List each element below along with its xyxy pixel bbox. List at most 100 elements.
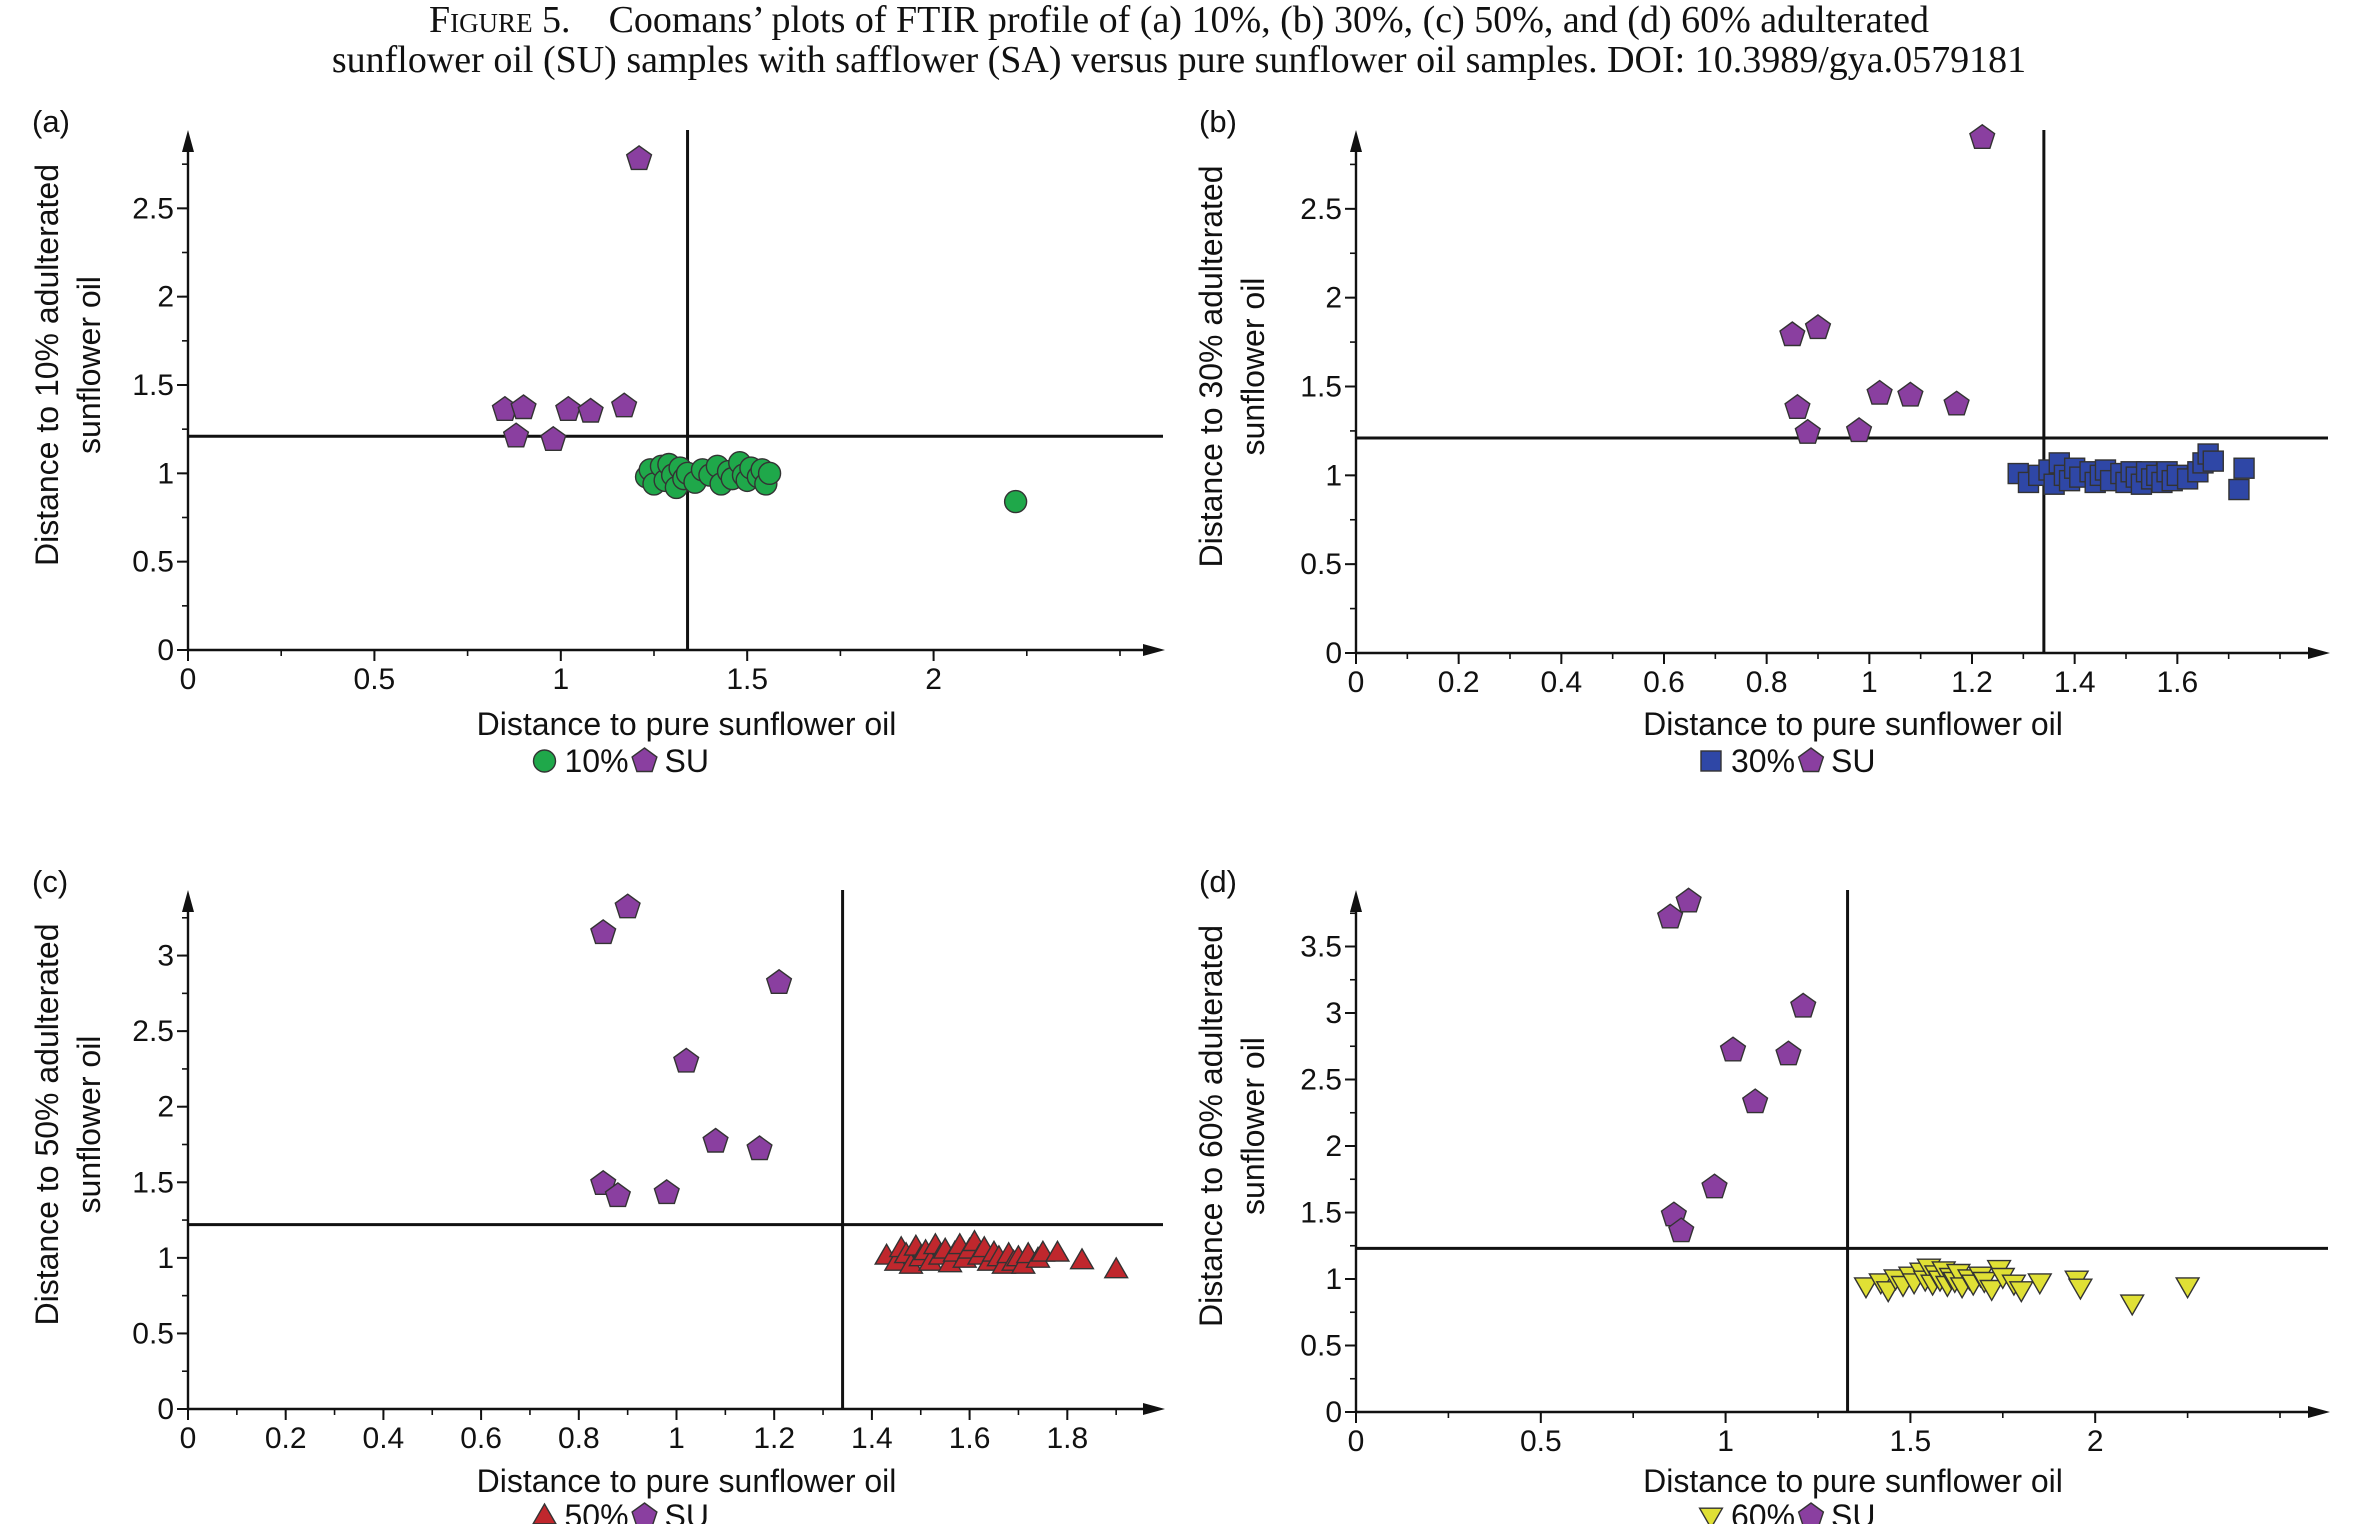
data-point-su <box>1790 992 1817 1018</box>
y-tick-label: 1.5 <box>132 369 174 402</box>
caption-line-1: Coomans’ plots of FTIR profile of (a) 10… <box>608 0 1930 41</box>
y-axis-title-line-1: Distance to 30% adulterated <box>1193 165 1229 567</box>
x-tick-label: 0 <box>180 1422 197 1455</box>
x-tick-label: 0.6 <box>460 1422 502 1455</box>
y-tick-label: 1.5 <box>1300 371 1342 404</box>
y-tick-label: 1.5 <box>132 1166 174 1199</box>
data-point-60pct <box>2008 1281 2034 1304</box>
x-tick-label: 1 <box>668 1422 685 1455</box>
data-point-su <box>1741 1088 1769 1114</box>
data-point-30pct <box>2228 478 2250 501</box>
data-point-50pct <box>1103 1256 1129 1279</box>
y-tick-label: 2 <box>1325 282 1342 315</box>
y-axis-arrow-icon <box>1350 890 1362 912</box>
legend-marker-su <box>1797 1502 1825 1524</box>
coomans-plot-c: (c) 0 0.2 0.4 0.6 0.8 1 1.2 1.4 1.6 1.8 0 0.5 1 1.5 2 2.… <box>29 864 1165 1524</box>
y-tick-label: 0 <box>1325 1396 1342 1429</box>
data-point-su <box>1969 123 1996 150</box>
legend-label: SU <box>665 1498 709 1524</box>
legend-marker-10pct <box>532 749 557 773</box>
data-point-su <box>1701 1173 1728 1199</box>
x-axis-arrow-icon <box>1143 644 1165 656</box>
y-tick-label: 3.5 <box>1300 931 1342 964</box>
legend-marker-60pct <box>1698 1507 1724 1524</box>
x-tick-label: 1.5 <box>726 663 768 696</box>
data-point-su <box>653 1179 680 1205</box>
data-point-su <box>1897 381 1924 407</box>
y-tick-label: 1 <box>1325 1263 1342 1296</box>
data-point-su <box>614 893 641 919</box>
legend-marker-su <box>1797 747 1825 773</box>
x-tick-label: 1.5 <box>1890 1425 1932 1458</box>
x-tick-label: 0.6 <box>1643 666 1685 699</box>
x-tick-label: 0.2 <box>1438 666 1480 699</box>
data-point-su <box>1866 379 1893 405</box>
data-point-60pct <box>2174 1277 2201 1300</box>
y-tick-label: 3 <box>157 940 174 973</box>
x-tick-label: 1.2 <box>1951 666 1993 699</box>
legend-label: SU <box>1831 1498 1875 1524</box>
y-axis-title-line-2: sunflower oil <box>1235 278 1271 456</box>
caption-label: Figure 5. <box>428 0 571 41</box>
x-tick-label: 1 <box>1861 666 1878 699</box>
panel-label: (a) <box>32 104 70 139</box>
y-tick-label: 2.5 <box>1300 1064 1342 1097</box>
x-tick-label: 1.6 <box>949 1422 991 1455</box>
y-axis-title-line-2: sunflower oil <box>1235 1037 1271 1215</box>
data-point-50pct <box>1044 1239 1071 1262</box>
legend-marker-30pct <box>1700 750 1722 772</box>
panel-label: (d) <box>1199 864 1237 899</box>
y-tick-label: 2.5 <box>132 192 174 225</box>
x-tick-label: 2 <box>2087 1425 2104 1458</box>
legend-label: 30% <box>1731 743 1795 779</box>
data-point-60pct <box>2067 1278 2094 1301</box>
y-tick-label: 0 <box>157 1393 174 1426</box>
data-point-su <box>510 394 537 420</box>
x-tick-label: 1 <box>552 663 569 696</box>
data-point-su <box>625 145 653 171</box>
data-point-su <box>1675 887 1702 913</box>
data-point-su <box>1719 1036 1747 1062</box>
data-point-su <box>1668 1217 1695 1243</box>
x-axis-title: Distance to pure sunflower oil <box>1643 1463 2063 1499</box>
y-axis-arrow-icon <box>182 890 194 912</box>
caption-line-2: sunflower oil (SU) samples with safflowe… <box>331 39 2027 81</box>
data-point-su <box>610 392 638 418</box>
x-tick-label: 0 <box>1348 666 1365 699</box>
x-tick-label: 0 <box>180 663 197 696</box>
data-point-su <box>1779 321 1806 347</box>
y-tick-label: 2 <box>157 281 174 314</box>
data-point-su <box>540 425 567 451</box>
x-tick-label: 0.2 <box>265 1422 307 1455</box>
x-axis-title: Distance to pure sunflower oil <box>1643 706 2063 742</box>
y-tick-label: 0 <box>1325 637 1342 670</box>
y-tick-label: 0 <box>157 634 174 667</box>
data-point-su <box>502 422 530 448</box>
x-tick-label: 0 <box>1348 1425 1365 1458</box>
y-tick-label: 2.5 <box>1300 193 1342 226</box>
y-tick-label: 0.5 <box>1300 548 1342 581</box>
data-point-su <box>702 1127 729 1153</box>
panel-label: (b) <box>1199 104 1237 139</box>
legend-marker-su <box>631 1502 658 1524</box>
data-point-30pct <box>2233 457 2255 479</box>
data-point-su <box>1794 418 1821 444</box>
x-tick-label: 1.6 <box>2156 666 2198 699</box>
legend-marker-su <box>631 747 658 773</box>
x-axis-arrow-icon <box>2308 1406 2330 1418</box>
y-axis-arrow-icon <box>1350 130 1362 152</box>
y-tick-label: 1 <box>157 457 174 490</box>
y-tick-label: 1 <box>157 1242 174 1275</box>
legend-label: 60% <box>1731 1498 1795 1524</box>
x-tick-label: 0.4 <box>363 1422 405 1455</box>
data-point-60pct <box>1979 1279 2005 1302</box>
y-tick-label: 0.5 <box>1300 1330 1342 1363</box>
data-point-su <box>555 395 582 421</box>
x-tick-label: 1 <box>1717 1425 1734 1458</box>
y-tick-label: 2.5 <box>132 1015 174 1048</box>
x-tick-label: 1.4 <box>2054 666 2096 699</box>
y-tick-label: 1 <box>1325 459 1342 492</box>
data-point-su <box>1845 417 1873 443</box>
data-point-su <box>746 1135 773 1161</box>
